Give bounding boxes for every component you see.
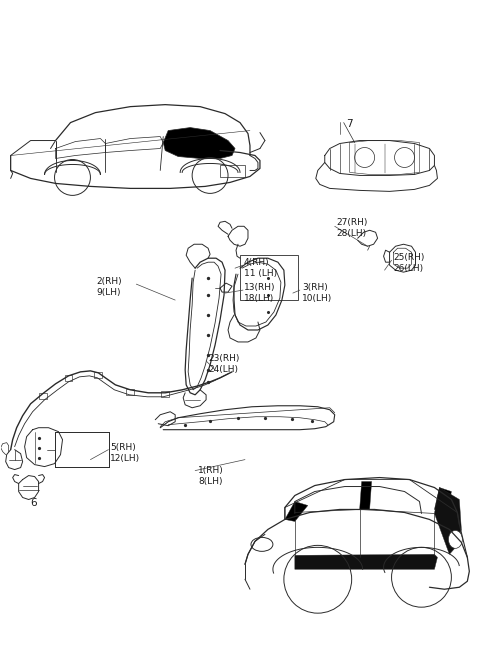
Text: 2(RH)
9(LH): 2(RH) 9(LH): [96, 277, 122, 298]
Polygon shape: [434, 488, 461, 555]
Polygon shape: [360, 482, 372, 510]
Polygon shape: [434, 488, 451, 514]
Bar: [95, 372, 102, 378]
FancyBboxPatch shape: [55, 432, 109, 467]
Text: 6: 6: [31, 499, 37, 508]
Text: 13(RH)
18(LH): 13(RH) 18(LH): [244, 283, 276, 303]
Text: 1(RH)
8(LH): 1(RH) 8(LH): [198, 465, 224, 486]
Polygon shape: [295, 555, 437, 569]
Text: 25(RH)
26(LH): 25(RH) 26(LH): [394, 253, 425, 273]
Text: 7: 7: [346, 118, 352, 129]
Ellipse shape: [251, 537, 273, 551]
Polygon shape: [163, 128, 235, 158]
Text: 5(RH)
12(LH): 5(RH) 12(LH): [110, 443, 141, 463]
Polygon shape: [285, 501, 308, 521]
Text: 3(RH)
10(LH): 3(RH) 10(LH): [302, 283, 332, 303]
FancyBboxPatch shape: [220, 165, 245, 178]
Text: 4(RH)
11 (LH): 4(RH) 11 (LH): [244, 258, 277, 278]
Bar: [161, 391, 169, 397]
Text: 27(RH)
28(LH): 27(RH) 28(LH): [336, 218, 368, 238]
Bar: [64, 375, 72, 381]
Ellipse shape: [448, 531, 462, 548]
Bar: [38, 393, 47, 399]
Text: 23(RH)
24(LH): 23(RH) 24(LH): [208, 354, 240, 374]
Bar: [126, 389, 134, 395]
